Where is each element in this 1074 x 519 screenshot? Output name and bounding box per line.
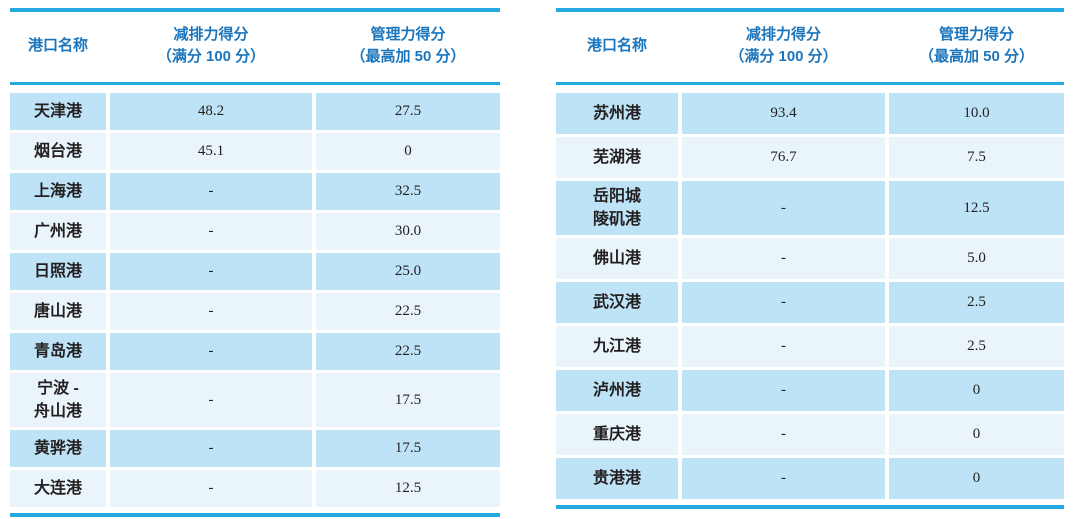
port-name-cell: 广州港	[10, 213, 106, 250]
port-name-cell: 大连港	[10, 470, 106, 508]
emission-score-cell: -	[110, 293, 312, 330]
emission-score-cell: 93.4	[682, 93, 885, 134]
header-port-name: 港口名称	[586, 36, 647, 54]
management-score-cell: 0	[889, 414, 1064, 456]
table-row: 芜湖港 76.7 7.5	[556, 137, 1064, 178]
management-score-cell: 5.0	[889, 238, 1064, 280]
header-emission-score: 减排力得分 （满分 100 分）	[156, 25, 266, 66]
table-row: 武汉港 - 2.5	[556, 282, 1064, 324]
management-score-cell: 2.5	[889, 282, 1064, 324]
emission-score-cell: 48.2	[110, 93, 312, 130]
table-row: 上海港 - 32.5	[10, 173, 500, 210]
management-score-cell: 10.0	[889, 93, 1064, 134]
emission-score-cell: -	[110, 373, 312, 428]
management-score-cell: 27.5	[316, 93, 500, 130]
table-body: 天津港 48.2 27.5 烟台港 45.1 0 上海港 - 32.5 广州港 …	[10, 85, 500, 513]
emission-score-cell: -	[682, 326, 885, 368]
emission-score-cell: -	[110, 173, 312, 210]
table-row: 广州港 - 30.0	[10, 213, 500, 250]
management-score-cell: 32.5	[316, 173, 500, 210]
table-row: 泸州港 - 0	[556, 370, 1064, 412]
emission-score-cell: -	[682, 181, 885, 236]
emission-score-cell: -	[110, 333, 312, 370]
header-port-name: 港口名称	[27, 36, 88, 54]
table-header-row: 港口名称 减排力得分 （满分 100 分） 管理力得分 （最高加 50 分）	[556, 12, 1064, 85]
port-name-cell: 烟台港	[10, 133, 106, 170]
port-name-cell: 苏州港	[556, 93, 678, 134]
management-score-cell: 22.5	[316, 293, 500, 330]
port-name-cell: 日照港	[10, 253, 106, 290]
table-row: 黄骅港 - 17.5	[10, 430, 500, 468]
port-name-cell: 九江港	[556, 326, 678, 368]
emission-score-cell: -	[110, 213, 312, 250]
management-score-cell: 25.0	[316, 253, 500, 290]
management-score-cell: 12.5	[316, 470, 500, 508]
port-name-cell: 武汉港	[556, 282, 678, 324]
table-row: 苏州港 93.4 10.0	[556, 93, 1064, 134]
emission-score-cell: -	[682, 282, 885, 324]
emission-score-cell: -	[110, 253, 312, 290]
table-row: 日照港 - 25.0	[10, 253, 500, 290]
emission-score-cell: 45.1	[110, 133, 312, 170]
management-score-cell: 30.0	[316, 213, 500, 250]
table-row: 佛山港 - 5.0	[556, 238, 1064, 280]
table-row: 贵港港 - 0	[556, 458, 1064, 500]
table-body: 苏州港 93.4 10.0 芜湖港 76.7 7.5 岳阳城 陵矶港 - 12.…	[556, 85, 1064, 505]
emission-score-cell: -	[682, 458, 885, 500]
management-score-cell: 22.5	[316, 333, 500, 370]
table-row: 宁波 - 舟山港 - 17.5	[10, 373, 500, 428]
port-name-cell: 宁波 - 舟山港	[10, 373, 106, 428]
emission-score-cell: -	[682, 370, 885, 412]
port-name-cell: 贵港港	[556, 458, 678, 500]
management-score-cell: 2.5	[889, 326, 1064, 368]
port-name-cell: 泸州港	[556, 370, 678, 412]
table-row: 唐山港 - 22.5	[10, 293, 500, 330]
emission-score-cell: -	[110, 470, 312, 508]
emission-score-cell: -	[110, 430, 312, 468]
management-score-cell: 0	[316, 133, 500, 170]
tables-wrap: 港口名称 减排力得分 （满分 100 分） 管理力得分 （最高加 50 分） 天…	[10, 8, 1064, 518]
table-row: 烟台港 45.1 0	[10, 133, 500, 170]
table-row: 重庆港 - 0	[556, 414, 1064, 456]
port-table-coastal: 港口名称 减排力得分 （满分 100 分） 管理力得分 （最高加 50 分） 天…	[10, 8, 500, 518]
emission-score-cell: 76.7	[682, 137, 885, 178]
header-management-score: 管理力得分 （最高加 50 分）	[918, 25, 1035, 66]
port-name-cell: 佛山港	[556, 238, 678, 280]
management-score-cell: 17.5	[316, 430, 500, 468]
port-name-cell: 重庆港	[556, 414, 678, 456]
management-score-cell: 0	[889, 458, 1064, 500]
header-management-score: 管理力得分 （最高加 50 分）	[350, 25, 466, 66]
table-row: 岳阳城 陵矶港 - 12.5	[556, 181, 1064, 236]
management-score-cell: 12.5	[889, 181, 1064, 236]
port-name-cell: 岳阳城 陵矶港	[556, 181, 678, 236]
port-name-cell: 上海港	[10, 173, 106, 210]
port-table-river: 港口名称 减排力得分 （满分 100 分） 管理力得分 （最高加 50 分） 苏…	[556, 8, 1064, 510]
management-score-cell: 17.5	[316, 373, 500, 428]
management-score-cell: 7.5	[889, 137, 1064, 178]
port-name-cell: 青岛港	[10, 333, 106, 370]
header-emission-score: 减排力得分 （满分 100 分）	[729, 25, 838, 66]
table-header-row: 港口名称 减排力得分 （满分 100 分） 管理力得分 （最高加 50 分）	[10, 12, 500, 85]
port-name-cell: 唐山港	[10, 293, 106, 330]
management-score-cell: 0	[889, 370, 1064, 412]
emission-score-cell: -	[682, 238, 885, 280]
emission-score-cell: -	[682, 414, 885, 456]
table-row: 天津港 48.2 27.5	[10, 93, 500, 130]
port-name-cell: 黄骅港	[10, 430, 106, 468]
table-row: 大连港 - 12.5	[10, 470, 500, 508]
table-row: 九江港 - 2.5	[556, 326, 1064, 368]
table-row: 青岛港 - 22.5	[10, 333, 500, 370]
port-name-cell: 芜湖港	[556, 137, 678, 178]
port-name-cell: 天津港	[10, 93, 106, 130]
